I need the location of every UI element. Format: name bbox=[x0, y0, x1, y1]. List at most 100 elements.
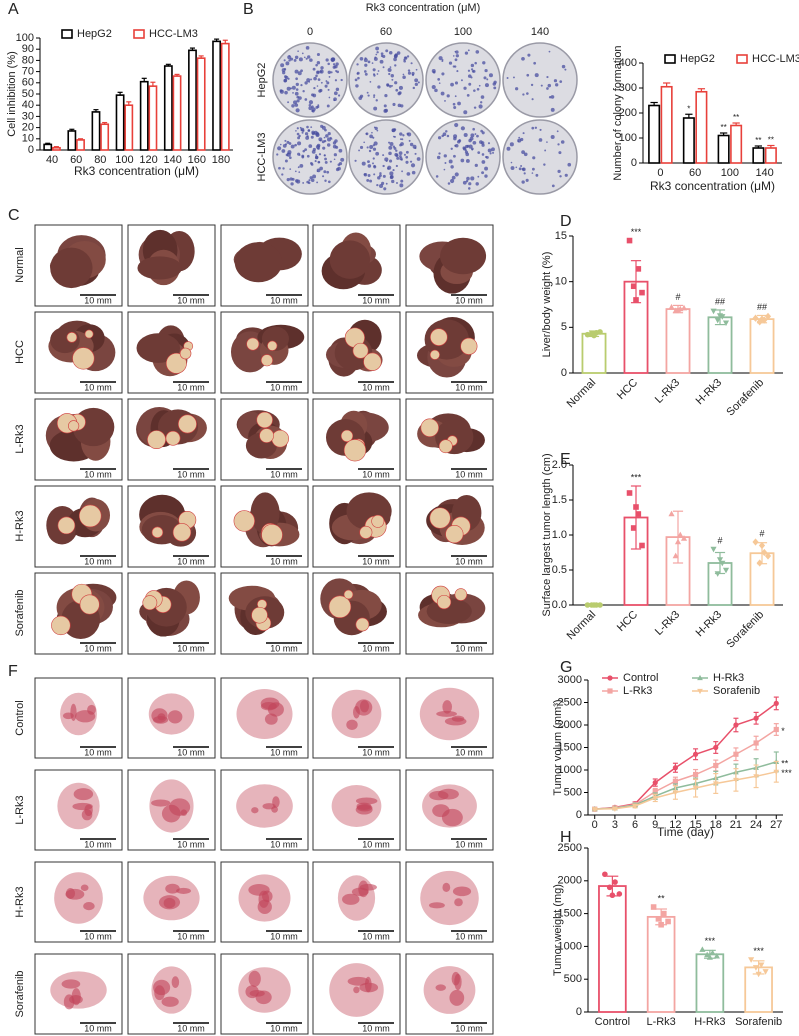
colony bbox=[289, 87, 293, 90]
tumor-vessel bbox=[80, 884, 89, 892]
colony bbox=[284, 75, 287, 79]
liver-lobe bbox=[329, 240, 371, 279]
tumor-vessel bbox=[70, 703, 77, 721]
colony bbox=[301, 155, 305, 159]
x-tick-label: 9 bbox=[652, 819, 658, 831]
scale-bar-label: 10 mm bbox=[362, 556, 390, 566]
y-tick-label: 10 bbox=[22, 133, 34, 145]
nodule bbox=[57, 516, 76, 535]
nodule bbox=[147, 430, 166, 449]
colony bbox=[376, 51, 379, 54]
colony bbox=[559, 175, 562, 178]
marker bbox=[719, 560, 726, 567]
colony bbox=[293, 58, 297, 62]
colony bbox=[386, 83, 390, 87]
colony bbox=[506, 76, 509, 79]
colony bbox=[282, 71, 286, 75]
scale-bar-label: 10 mm bbox=[270, 643, 298, 653]
colony bbox=[310, 135, 314, 139]
colony bbox=[481, 131, 485, 135]
colony bbox=[389, 171, 394, 176]
bar bbox=[646, 915, 676, 1013]
scale-bar-label: 10 mm bbox=[362, 747, 390, 757]
colony bbox=[400, 179, 404, 183]
marker bbox=[668, 510, 675, 517]
colony bbox=[310, 126, 313, 129]
colony bbox=[376, 183, 379, 187]
colony bbox=[465, 159, 470, 163]
x-tick-label: Sorafenib bbox=[724, 609, 766, 651]
marker bbox=[672, 790, 679, 796]
colony bbox=[398, 91, 402, 95]
scale-bar-label: 10 mm bbox=[455, 556, 483, 566]
scale-bar-label: 10 mm bbox=[84, 469, 112, 479]
colony bbox=[324, 157, 327, 161]
panel-label: D bbox=[560, 213, 572, 230]
colony bbox=[521, 150, 525, 155]
colony bbox=[296, 179, 301, 184]
colony bbox=[526, 73, 530, 77]
colony bbox=[382, 164, 385, 168]
colony bbox=[325, 80, 328, 82]
scale-bar-label: 10 mm bbox=[362, 643, 390, 653]
colony bbox=[363, 141, 366, 144]
colony bbox=[465, 180, 469, 183]
tumor-vessel bbox=[435, 984, 446, 991]
colony bbox=[324, 128, 327, 132]
nodule bbox=[429, 507, 451, 529]
tumor-vessel bbox=[255, 990, 272, 1005]
colony bbox=[372, 144, 375, 147]
nodule bbox=[267, 340, 278, 351]
colony bbox=[337, 94, 341, 97]
bar bbox=[91, 111, 101, 151]
colony bbox=[546, 87, 549, 90]
tumor-vessel bbox=[248, 970, 261, 987]
marker bbox=[674, 538, 682, 545]
colony bbox=[306, 78, 311, 83]
colony bbox=[406, 172, 411, 176]
y-tick-label: 50 bbox=[22, 88, 34, 100]
colony bbox=[389, 175, 394, 180]
bar bbox=[682, 117, 695, 164]
tumor-vessel bbox=[87, 704, 96, 715]
scale-bar-label: 10 mm bbox=[84, 839, 112, 849]
colony bbox=[450, 165, 454, 169]
marker bbox=[612, 879, 618, 885]
colony bbox=[392, 169, 395, 172]
colony bbox=[521, 180, 525, 184]
colony bbox=[466, 176, 470, 181]
colony bbox=[492, 151, 495, 154]
marker bbox=[697, 688, 703, 695]
colony bbox=[443, 154, 447, 158]
colony bbox=[289, 168, 292, 170]
colony bbox=[281, 173, 284, 176]
significance: # bbox=[759, 528, 764, 538]
colony bbox=[355, 84, 359, 88]
colony bbox=[335, 62, 339, 66]
marker bbox=[672, 552, 679, 559]
colony bbox=[391, 179, 395, 184]
colony bbox=[297, 166, 300, 169]
colony bbox=[489, 152, 492, 155]
colony bbox=[416, 157, 421, 161]
colony bbox=[468, 182, 472, 186]
x-tick-label: 0 bbox=[657, 167, 663, 179]
colony bbox=[388, 84, 392, 88]
scale-bar-label: 10 mm bbox=[84, 1023, 112, 1033]
colony bbox=[288, 59, 291, 62]
colony bbox=[387, 165, 392, 170]
colony bbox=[280, 63, 285, 68]
nodule bbox=[165, 430, 181, 446]
colony bbox=[415, 68, 418, 71]
colony bbox=[539, 128, 542, 132]
significance: * bbox=[687, 104, 690, 113]
colony bbox=[305, 57, 308, 60]
x-tick-label: 140 bbox=[755, 167, 773, 179]
colony bbox=[389, 66, 392, 68]
colony bbox=[317, 105, 320, 109]
colony bbox=[296, 127, 299, 130]
colony bbox=[450, 82, 454, 87]
colony bbox=[356, 72, 359, 75]
colony bbox=[560, 140, 565, 144]
